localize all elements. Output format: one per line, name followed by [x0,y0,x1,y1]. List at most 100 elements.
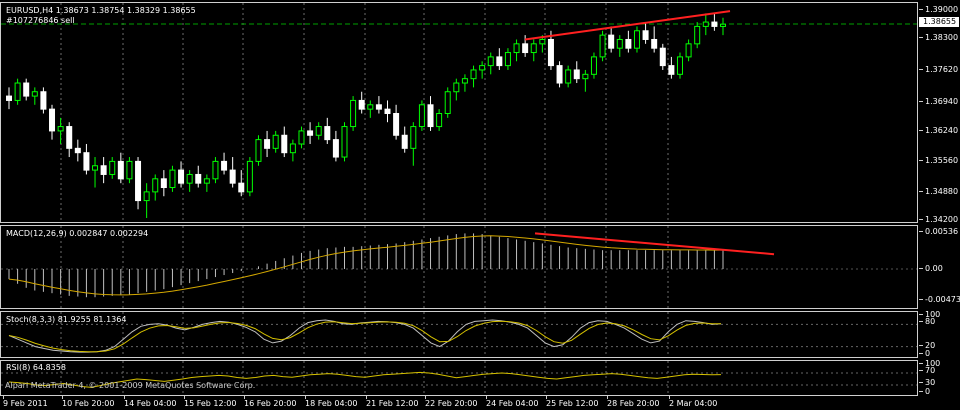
candle-body [255,139,262,162]
stochastic-title: Stoch(8,3,3) 81.9255 81.1364 [6,315,127,324]
candle-body [720,23,726,27]
candle-body [195,173,202,184]
candle-body [410,126,417,149]
time-tick: 22 Feb 20:00 [425,396,478,408]
candle-body [264,139,271,149]
order-label[interactable]: #107276846 sell [6,16,75,25]
macd-pane[interactable]: MACD(12,26,9) 0.002847 0.002294 [0,225,918,309]
time-axis: 9 Feb 2011 10 Feb 20:00 14 Feb 04:00 15 … [0,396,918,410]
candle-body [418,104,425,128]
candle-body [169,169,176,189]
candle-body [642,30,649,40]
stochastic-tick: 0 [918,349,931,358]
price-tick: 1.34200 [918,215,959,224]
candle-body [625,38,632,49]
time-tick: 25 Feb 12:00 [546,396,599,408]
candle-body [14,82,21,101]
macd-signal-line [8,235,723,296]
candle-body [203,178,210,184]
macd-tick: 0.00536 [918,227,959,236]
candle-body [66,126,73,149]
candle-body [599,34,606,58]
candle-body [281,134,288,154]
macd-title: MACD(12,26,9) 0.002847 0.002294 [6,229,149,238]
price-tick: 1.36940 [918,97,959,106]
time-tick: 2 Mar 04:00 [669,396,718,408]
candle-body [633,30,640,49]
candle-body [117,160,124,180]
candle-body [229,169,236,184]
candle-body [530,43,537,54]
stochastic-tick: 100 [918,310,941,319]
time-tick: 14 Feb 04:00 [124,396,177,408]
macd-axis: 0.00536 0.00 -0.00473 [918,225,960,309]
candle-body [444,91,451,114]
macd-tick: -0.00473 [919,295,960,304]
candle-body [238,182,245,193]
candle-body [590,56,597,75]
price-tick: 1.38300 [918,33,959,42]
chart-title: EURUSD,H4 1.38673 1.38754 1.38329 1.3865… [6,6,196,15]
stochastic-canvas[interactable] [1,312,918,358]
candle-body [315,126,322,136]
candle-body [83,152,90,171]
time-tick: 24 Feb 04:00 [486,396,539,408]
candle-body [23,82,30,97]
candle-body [246,160,253,193]
candle-body [676,56,683,75]
candle-body [659,47,666,67]
time-tick: 15 Feb 12:00 [184,396,237,408]
candle-body [160,178,167,189]
rsi-tick: 100 [918,359,941,368]
candle-body [289,143,296,154]
candle-body [178,169,185,184]
candle-body [479,65,486,71]
rsi-axis: 100 70 30 0 [918,359,960,396]
candle-body [212,160,219,180]
price-chart-canvas[interactable] [1,3,918,223]
current-price-label: 1.38655 [919,17,959,27]
stochastic-signal-line [8,320,721,353]
stochastic-tick: 20 [918,341,936,350]
time-tick: 9 Feb 2011 [3,396,48,408]
price-tick: 1.36240 [918,126,959,135]
rsi-tick: 0 [918,387,931,396]
price-axis: 1.39000 1.38300 1.37620 1.36940 1.36240 … [918,2,960,224]
candle-body [616,38,623,49]
time-tick: 18 Feb 04:00 [305,396,358,408]
time-tick: 21 Feb 12:00 [366,396,419,408]
stochastic-pane[interactable]: Stoch(8,3,3) 81.9255 81.1364 [0,311,918,358]
rsi-line [8,371,722,388]
stochastic-tick: 80 [918,317,936,326]
candle-body [152,178,159,193]
macd-divergence-trendline [534,232,775,256]
candle-body [547,38,554,67]
candle-body [126,160,133,180]
candle-body [332,139,339,158]
price-chart-pane[interactable]: EURUSD,H4 1.38673 1.38754 1.38329 1.3865… [0,2,918,223]
candle-body [31,91,38,97]
price-tick: 1.35560 [918,156,959,165]
candle-body [143,191,150,202]
macd-canvas[interactable] [1,226,918,309]
candle-body [401,134,408,149]
price-tick: 1.39000 [918,5,959,14]
candle-body [272,134,279,149]
candle-body [367,104,374,110]
candle-body [92,165,99,171]
candle-body [350,99,357,128]
candle-body [375,104,382,110]
candle-body [393,113,400,136]
rsi-pane[interactable]: RSI(8) 64.8358 Alpari MetaTrader 4, © 20… [0,360,918,396]
candle-body [487,56,494,67]
stochastic-axis: 100 80 20 0 [918,310,960,358]
rsi-canvas[interactable] [1,361,918,396]
price-tick: 1.37620 [918,65,959,74]
candle-body [582,73,589,80]
candle-body [711,21,718,27]
candle-body [100,165,107,175]
candle-body [427,104,434,128]
candle-body [651,38,658,49]
candle-body [135,160,142,202]
candle-body [453,82,460,93]
